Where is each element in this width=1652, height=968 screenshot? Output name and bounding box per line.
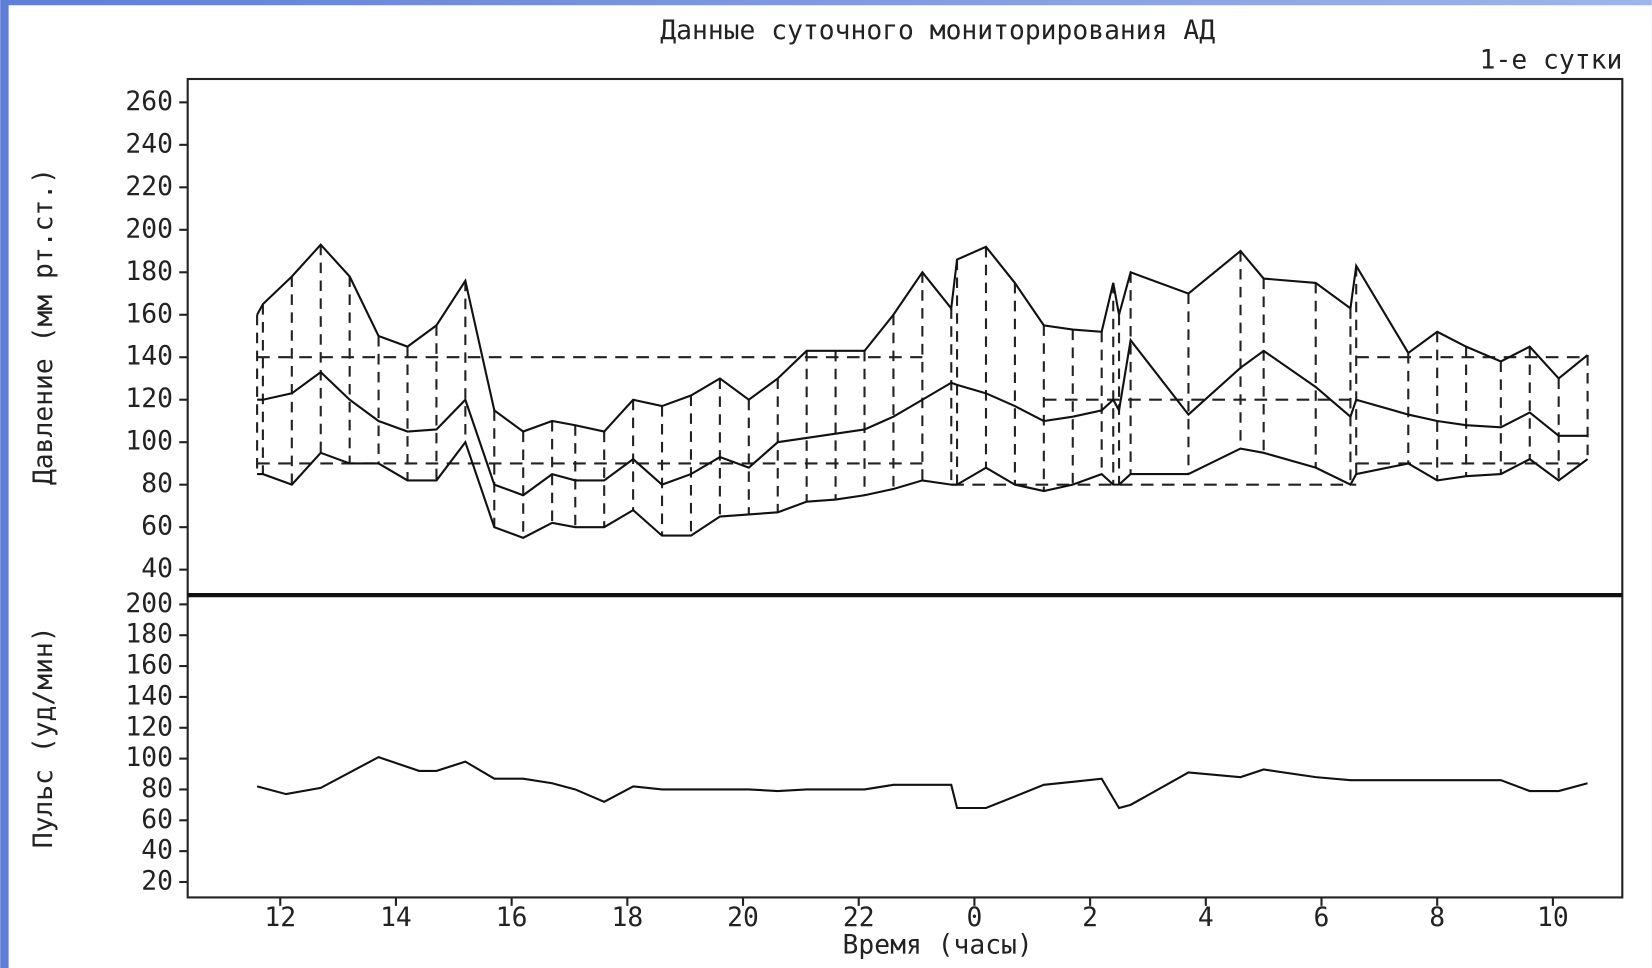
x-tick-label: 8 (1429, 903, 1445, 933)
chart-subtitle: 1-е сутки (1480, 46, 1623, 76)
y-tick-label: 160 (125, 299, 173, 329)
x-axis-label: Время (часы) (843, 930, 1033, 960)
x-tick-label: 18 (611, 903, 643, 933)
y-tick-label: 40 (141, 554, 173, 584)
y-tick-label: 260 (125, 87, 173, 117)
y-tick-label: 140 (125, 342, 173, 372)
x-tick-label: 20 (727, 903, 759, 933)
plot-frame (186, 77, 1624, 899)
x-tick-label: 0 (966, 903, 982, 933)
y-tick-label: 100 (125, 427, 173, 457)
content-background (8, 5, 1652, 968)
y-tick-label: 60 (141, 805, 173, 835)
x-tick-label: 2 (1082, 903, 1098, 933)
data-line (257, 439, 1589, 539)
y-tick-label: 180 (125, 257, 173, 287)
x-tick-label: 16 (496, 903, 528, 933)
y-tick-label: 80 (141, 469, 173, 499)
x-tick-label: 14 (380, 903, 412, 933)
y-tick-label: 80 (141, 774, 173, 804)
y-tick-label: 100 (125, 743, 173, 773)
x-tick-label: 22 (843, 903, 875, 933)
data-line (257, 337, 1588, 497)
y-tick-label: 120 (125, 712, 173, 742)
y-axis-label: Пульс (уд/мин) (29, 626, 59, 848)
y-tick-label: 200 (125, 589, 173, 619)
x-tick-label: 4 (1198, 903, 1214, 933)
y-tick-label: 120 (125, 384, 173, 414)
x-tick-label: 6 (1314, 903, 1330, 933)
y-tick-label: 220 (125, 172, 173, 202)
x-tick-label: 10 (1537, 903, 1569, 933)
y-tick-label: 20 (141, 867, 173, 897)
data-line (256, 755, 1588, 810)
y-tick-label: 200 (125, 214, 173, 244)
data-line (256, 243, 1589, 433)
y-tick-label: 180 (125, 620, 173, 650)
y-tick-label: 140 (125, 681, 173, 711)
x-tick-label: 12 (264, 903, 296, 933)
y-tick-label: 160 (125, 651, 173, 681)
chart-title: Данные суточного мониторирования АД (660, 16, 1215, 46)
y-tick-label: 60 (141, 512, 173, 542)
y-axis-label: Давление (мм рт.ст.) (29, 168, 59, 485)
y-tick-label: 240 (125, 129, 173, 159)
y-tick-label: 40 (141, 836, 173, 866)
